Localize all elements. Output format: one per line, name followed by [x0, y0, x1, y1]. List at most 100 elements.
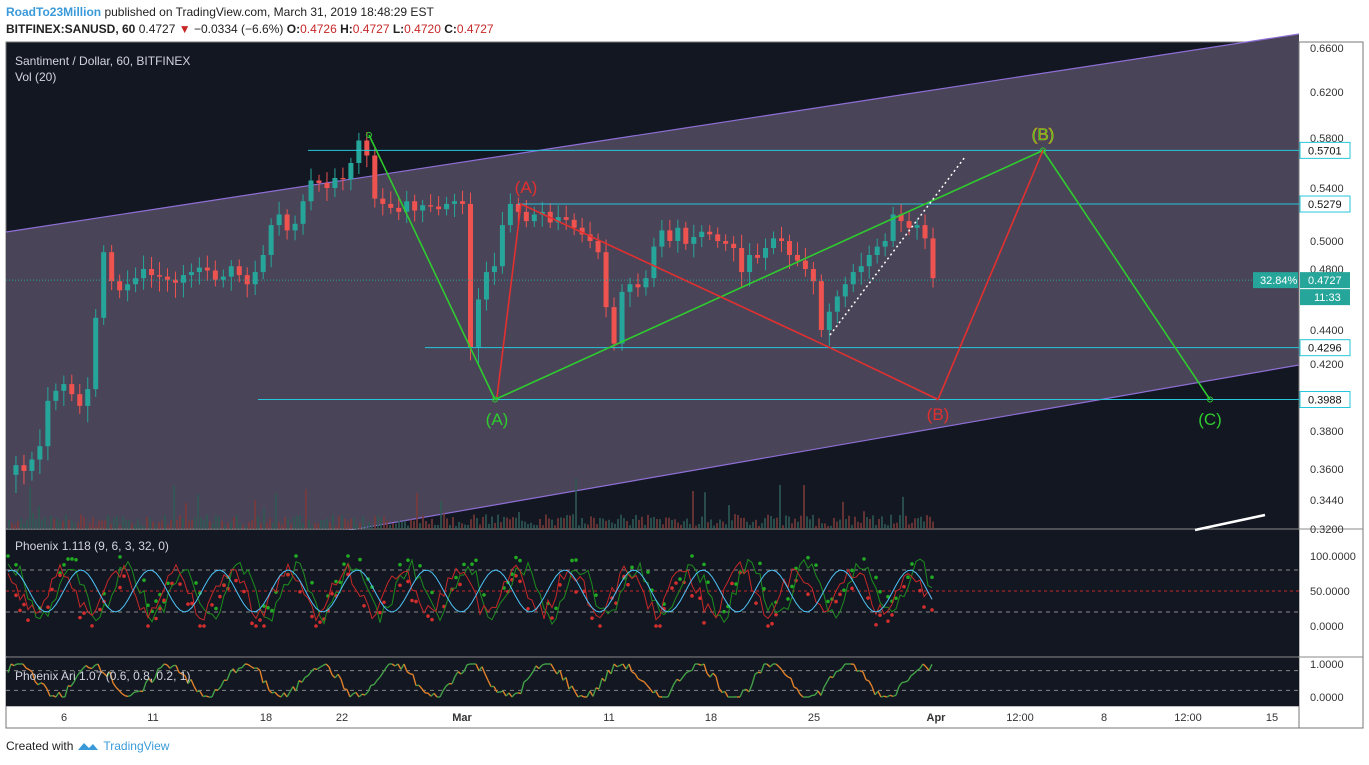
- volume-bar: [452, 517, 454, 529]
- volume-bar: [296, 515, 298, 529]
- ari-segment: [100, 670, 105, 674]
- volume-bar: [845, 519, 847, 529]
- oscillator-dot: [398, 562, 402, 567]
- price-level-tag: [1299, 141, 1351, 159]
- volume-bar: [434, 524, 436, 529]
- ari-segment: [481, 666, 486, 675]
- oscillator-dot: [142, 578, 146, 582]
- ari-segment: [643, 681, 648, 686]
- ari-segment: [673, 678, 678, 685]
- volume-bar: [155, 525, 157, 529]
- countdown-tag: [1300, 289, 1350, 306]
- candle-body: [348, 163, 354, 180]
- annotation-line: [1194, 513, 1266, 532]
- volume-bar: [629, 525, 631, 529]
- volume-bar: [710, 519, 712, 529]
- oscillator-dot: [886, 619, 890, 623]
- oscillator-dot: [214, 606, 218, 611]
- volume-bar: [95, 525, 97, 529]
- ari-segment: [361, 693, 366, 696]
- candle-body: [898, 214, 904, 222]
- ari-segment: [514, 692, 519, 695]
- oscillator-dot: [250, 621, 254, 626]
- volume-bar: [665, 517, 667, 529]
- volume-bar: [11, 523, 13, 529]
- candle-body: [683, 227, 689, 244]
- price-level-tag: [1299, 339, 1351, 357]
- volume-bar: [806, 516, 808, 529]
- volume-bar: [20, 518, 22, 529]
- volume-bar: [803, 485, 805, 529]
- ari-segment: [466, 663, 471, 666]
- ari-segment: [757, 671, 762, 674]
- ari-segment: [541, 663, 546, 666]
- ari-segment: [871, 686, 876, 696]
- volume-bar: [815, 525, 817, 529]
- ari-segment: [184, 675, 189, 684]
- volume-bar: [287, 518, 289, 529]
- volume-bar: [446, 518, 448, 529]
- author-name[interactable]: RoadTo23Million: [6, 5, 102, 19]
- oscillator-dot: [202, 624, 206, 628]
- volume-bar: [605, 520, 607, 529]
- volume-bar: [686, 518, 688, 529]
- oscillator-dot: [930, 575, 934, 579]
- volume-bar: [716, 523, 718, 529]
- oscillator-dot: [594, 593, 598, 597]
- volume-bar: [182, 518, 184, 529]
- ari-segment: [352, 691, 357, 695]
- ari-segment: [553, 668, 558, 675]
- price-axis-label: 0.3800: [1310, 426, 1344, 438]
- volume-bar: [8, 520, 10, 529]
- indicator-axis-label: 0.0000: [1310, 621, 1344, 633]
- ari-segment: [823, 681, 828, 688]
- candle-body: [109, 252, 115, 282]
- candle-body: [707, 231, 713, 235]
- symbol-line: BITFINEX:SANUSD, 60 0.4727 ▼ −0.0334 (−6…: [6, 22, 494, 36]
- volume-bar: [893, 523, 895, 529]
- ari-segment: [376, 676, 381, 681]
- volume-bar: [281, 524, 283, 529]
- oscillator-dot: [418, 563, 422, 568]
- volume-bar: [68, 520, 70, 529]
- candle-body: [117, 281, 123, 291]
- ari-segment: [697, 663, 702, 666]
- oscillator-dot: [234, 578, 238, 583]
- ari-segment: [460, 670, 465, 675]
- candle-body: [141, 269, 147, 279]
- oscillator-dot: [474, 558, 478, 563]
- ari-segment: [526, 675, 531, 681]
- oscillator-dot: [702, 562, 706, 567]
- candle-body: [316, 180, 322, 183]
- volume-bar: [209, 521, 211, 529]
- volume-bar: [116, 516, 118, 529]
- indicator-2-axis-label: 0.0000: [1310, 692, 1344, 704]
- volume-bar: [545, 514, 547, 529]
- candle-body: [818, 281, 824, 330]
- ari-segment: [709, 672, 714, 678]
- ari-segment: [82, 664, 87, 669]
- channel-fill: [6, 34, 1299, 590]
- volume-bar: [278, 521, 280, 529]
- close-value: 0.4727: [456, 22, 494, 36]
- volume-bar: [536, 525, 538, 529]
- volume-bar: [884, 524, 886, 529]
- oscillator-dot: [770, 621, 774, 626]
- oscillator-dot: [298, 589, 302, 594]
- volume-bar: [113, 518, 115, 529]
- volume-bar: [65, 514, 67, 529]
- time-axis-label: 8: [1101, 712, 1107, 724]
- ari-segment: [43, 683, 48, 690]
- ari-segment: [211, 689, 216, 698]
- ari-segment: [283, 692, 288, 698]
- ari-segment: [598, 678, 603, 690]
- time-axis-label: 11: [147, 712, 158, 724]
- volume-bar: [461, 523, 463, 529]
- volume-bar: [896, 522, 898, 529]
- ari-segment: [322, 663, 327, 667]
- volume-bar: [731, 520, 733, 529]
- tradingview-link[interactable]: TradingView: [103, 739, 170, 753]
- oscillator-dot: [706, 580, 710, 584]
- volume-bar: [569, 515, 571, 529]
